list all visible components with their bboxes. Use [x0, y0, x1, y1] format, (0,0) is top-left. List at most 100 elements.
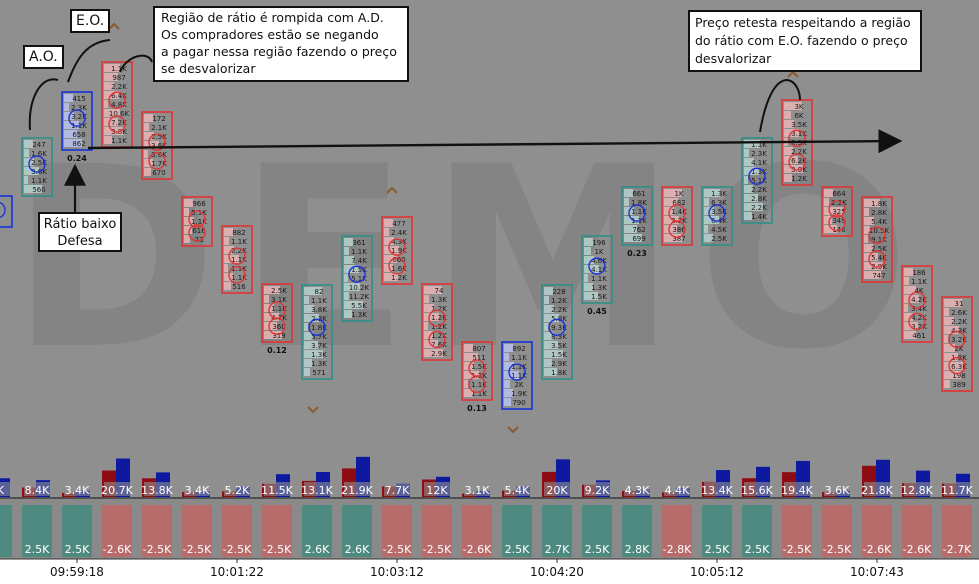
- volume-cell-label: 477: [392, 220, 405, 228]
- volume-cell-label: 2.2K: [111, 83, 127, 91]
- volume-cell-label: 1.2K: [431, 314, 447, 322]
- volume-cell-bar: [304, 287, 322, 295]
- volume-cell-label: 2.4K: [391, 229, 407, 237]
- volume-cell-bar: [584, 283, 593, 291]
- volume-cell-bar: [344, 238, 353, 246]
- volume-cell-bar: [544, 368, 557, 376]
- volume-cell-label: 2.2K: [751, 204, 767, 212]
- volume-cell-bar: [784, 102, 802, 110]
- volume-cell-bar: [344, 301, 363, 309]
- delta-bar: [0, 505, 12, 557]
- volume-label-bg: [344, 482, 370, 496]
- volume-cell-bar: [544, 350, 563, 358]
- volume-cell-label: 1.6K: [31, 150, 47, 158]
- delta-label: -2.5K: [383, 543, 412, 556]
- volume-label-bg: [744, 482, 770, 496]
- volume-cell-label: 2.5K: [871, 245, 887, 253]
- volume-cell-label: 2.2K: [231, 247, 247, 255]
- volume-label: 12K: [426, 484, 448, 497]
- volume-label-bg: [24, 482, 50, 496]
- volume-label: 13.4K: [701, 484, 733, 497]
- delta-bar: [462, 505, 492, 557]
- volume-cell-label: 360: [272, 323, 285, 331]
- volume-cell-label: 658: [72, 131, 85, 139]
- volume-cell-label: 2.5K: [151, 133, 167, 141]
- volume-label-bg: [784, 482, 810, 496]
- volume-cell-bar: [24, 185, 42, 193]
- candle-body: [221, 225, 253, 294]
- volume-cell-bar: [304, 359, 312, 367]
- delta-bar: [222, 505, 252, 557]
- volume-cell-label: 3.7K: [311, 342, 327, 350]
- volume-cell-label: 1.8K: [311, 324, 327, 332]
- delta-label: 2.5K: [745, 543, 770, 556]
- volume-cell-bar: [104, 64, 120, 72]
- volume-cell-bar: [184, 199, 193, 207]
- annotation-drawings: [28, 22, 903, 434]
- volume-cell-bar: [624, 198, 629, 206]
- volume-cell-label: 4.8K: [111, 101, 127, 109]
- imbalance-circle: [348, 265, 366, 283]
- callout-note-left-line: Região de rátio é rompida com A.D.: [161, 10, 384, 25]
- chevron-marker-icon: [108, 22, 120, 30]
- imbalance-circle: [788, 153, 806, 171]
- volume-cell-bar: [264, 313, 279, 321]
- volume-panel: 9K 8.4K 3.4K 20.7K 13.8K 3.4K 5.2K 11.5K 13.1K 21…: [0, 456, 979, 499]
- imbalance-circle: [428, 330, 446, 349]
- volume-cell-bar: [224, 228, 233, 236]
- volume-cell-label: 1.3K: [311, 351, 327, 359]
- volume-cell-label: 660: [392, 256, 405, 264]
- volume-cell-bar: [344, 283, 360, 291]
- imbalance-circle: [228, 266, 246, 284]
- volume-cell-bar: [864, 217, 874, 225]
- volume-label: 8.4K: [25, 484, 50, 497]
- candle-body: [341, 235, 373, 322]
- volume-cell-label: 6.4K: [111, 92, 127, 100]
- volume-cell-label: 3.4K: [911, 305, 927, 313]
- volume-label: 20.7K: [101, 484, 133, 497]
- imbalance-circle: [148, 133, 166, 151]
- volume-cell-label: 387: [672, 235, 685, 243]
- volume-cell-bar: [944, 308, 949, 316]
- volume-cell-label: 2.3K: [751, 150, 767, 158]
- volume-cell-bar: [424, 349, 443, 357]
- volume-cell-bar: [344, 310, 352, 318]
- volume-cell-label: 1.3K: [351, 311, 367, 319]
- imbalance-circle: [388, 257, 406, 275]
- volume-cell-label: 1.2K: [791, 175, 807, 183]
- volume-label-bg: [464, 482, 490, 496]
- time-tick-label: 10:01:22: [210, 565, 264, 579]
- volume-cell-label: 560: [32, 186, 45, 194]
- volume-cell-label: 661: [632, 190, 645, 198]
- volume-label: 4.4K: [665, 484, 690, 497]
- volume-cell-label: 1.1K: [111, 137, 127, 145]
- volume-cell-bar: [184, 226, 192, 234]
- imbalance-circle: [948, 330, 966, 348]
- volume-cell-bar: [264, 295, 269, 303]
- volume-label: 3.1K: [465, 484, 490, 497]
- volume-cell-bar: [704, 198, 709, 206]
- candle-body: [0, 195, 13, 228]
- volume-cell-bar: [64, 121, 79, 129]
- volume-cell-bar: [624, 234, 642, 242]
- volume-cell-bar: [824, 198, 829, 206]
- callout-ratio-low: Rátio baixo Defesa: [38, 212, 122, 252]
- volume-cell-bar: [384, 219, 393, 227]
- delta-label: -2.5K: [143, 543, 172, 556]
- freehand-stroke: [119, 54, 153, 73]
- volume-label-bg: [144, 482, 170, 496]
- volume-cell-label: 1.2K: [391, 274, 407, 282]
- volume-cell-bar: [344, 256, 354, 264]
- volume-cell-label: 1.3K: [431, 296, 447, 304]
- time-tick-label: 10:04:20: [530, 565, 584, 579]
- volume-cell-bar: [464, 344, 473, 352]
- volume-cell-bar: [904, 304, 908, 312]
- imbalance-circle: [308, 318, 326, 336]
- volume-cell-label: 1.2K: [431, 332, 447, 340]
- delta-bar: [542, 505, 572, 557]
- volume-cell-label: 1.3K: [591, 284, 607, 292]
